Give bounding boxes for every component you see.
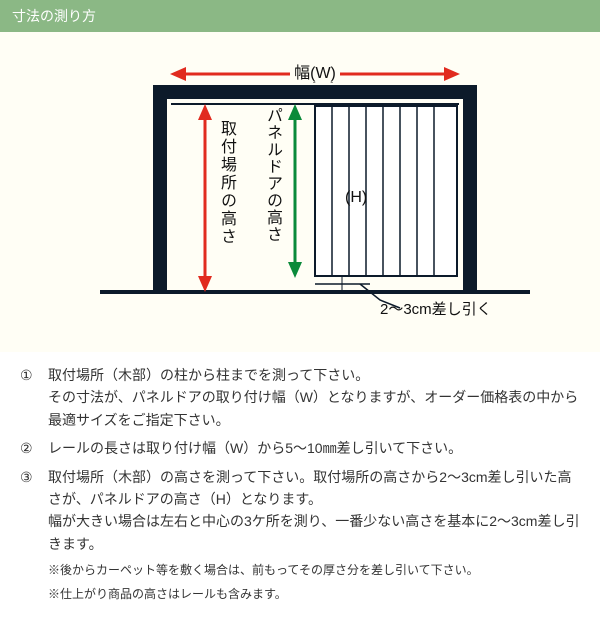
diagram-area: 幅(W) 幅(W) (H) — [0, 32, 600, 352]
width-label2: 幅(W) — [294, 64, 336, 82]
instruction-row: ② レールの長さは取り付け幅（W）から5〜10㎜差し引いて下さい。 — [20, 437, 580, 459]
panel-height-arrow — [288, 104, 302, 278]
instruction-text: 取付場所（木部）の高さを測って下さい。取付場所の高さから2〜3cm差し引いた高さ… — [48, 466, 580, 556]
gap-label: 2〜3cm差し引く — [380, 301, 492, 318]
section-header: 寸法の測り方 — [0, 0, 600, 32]
header-title: 寸法の測り方 — [12, 8, 96, 24]
instruction-num: ① — [20, 364, 48, 431]
instruction-row: ③ 取付場所（木部）の高さを測って下さい。取付場所の高さから2〜3cm差し引いた… — [20, 466, 580, 556]
instructions: ① 取付場所（木部）の柱から柱までを測って下さい。その寸法が、パネルドアの取り付… — [0, 352, 600, 619]
instruction-text: 取付場所（木部）の柱から柱までを測って下さい。その寸法が、パネルドアの取り付け幅… — [48, 364, 580, 431]
instruction-text: レールの長さは取り付け幅（W）から5〜10㎜差し引いて下さい。 — [48, 437, 580, 459]
diagram-svg: 幅(W) 幅(W) (H) — [100, 52, 530, 322]
note: ※仕上がり商品の高さはレールも含みます。 — [20, 585, 580, 603]
red-vertical-label: 取付場所の高さ — [214, 120, 238, 246]
green-vertical-label: パネルドアの高さ — [260, 107, 284, 243]
install-height-arrow — [198, 104, 212, 292]
diagram: 幅(W) 幅(W) (H) — [100, 52, 500, 322]
note: ※後からカーペット等を敷く場合は、前もってその厚さ分を差し引いて下さい。 — [20, 561, 580, 579]
instruction-row: ① 取付場所（木部）の柱から柱までを測って下さい。その寸法が、パネルドアの取り付… — [20, 364, 580, 431]
instruction-num: ③ — [20, 466, 48, 556]
panel-door — [315, 106, 457, 276]
instruction-num: ② — [20, 437, 48, 459]
h-label: (H) — [345, 189, 367, 206]
